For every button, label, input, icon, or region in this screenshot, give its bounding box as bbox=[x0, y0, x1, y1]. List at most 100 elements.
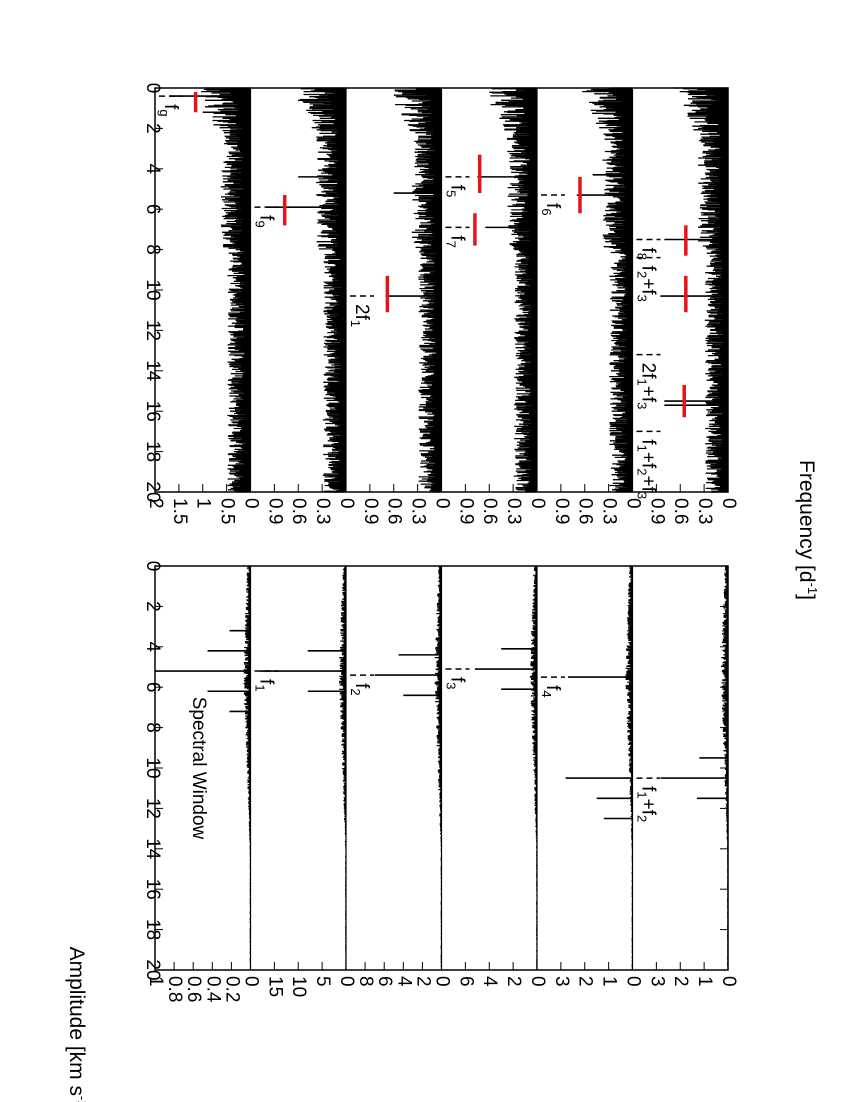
left-panel-3-label-0: f3​ bbox=[444, 677, 468, 690]
left-panel-1-ytick-label-0: 15 bbox=[264, 976, 285, 997]
left-xtick-label-7: 14 bbox=[142, 838, 163, 860]
right-panel-4-ytick-label-2: 0.3 bbox=[599, 498, 620, 524]
right-column-panels: 21.510.50fg​0.90.60.30f9​0.90.60.302f1​0… bbox=[142, 83, 739, 525]
right-panel-5-label-1: f2​+f3​ bbox=[635, 266, 659, 302]
left-panel-2-ytick-label-4: 0 bbox=[431, 976, 452, 987]
right-xtick-label-8: 16 bbox=[142, 401, 163, 422]
left-xtick-label-8: 16 bbox=[142, 879, 163, 900]
right-panel-5-label-0: f8​ bbox=[635, 248, 659, 261]
right-panel-3-ytick-label-3: 0 bbox=[527, 498, 548, 509]
left-panel-0-ytick-label-5: 0 bbox=[240, 976, 261, 987]
left-xtick-label-4: 8 bbox=[142, 722, 163, 733]
left-panel-2-ytick-label-2: 4 bbox=[393, 976, 414, 987]
left-panel-2-ytick-label-0: 8 bbox=[355, 976, 376, 987]
right-xtick-label-6: 12 bbox=[142, 320, 163, 341]
left-xtick-label-10: 20 bbox=[142, 959, 163, 980]
left-panel-3-ytick-label-2: 2 bbox=[503, 976, 524, 987]
right-xtick-label-9: 18 bbox=[142, 441, 163, 462]
right-panel-3-label-1: f7​ bbox=[444, 235, 468, 248]
left-panel-0-ytick-label-1: 0.8 bbox=[164, 976, 185, 1002]
right-panel-3-ytick-label-0: 0.9 bbox=[455, 498, 476, 524]
right-panel-0-ytick-label-2: 1 bbox=[193, 498, 214, 509]
left-xtick-label-1: 2 bbox=[142, 601, 163, 612]
left-panel-1-label-0: f1​ bbox=[253, 679, 277, 692]
left-xtick-label-9: 18 bbox=[142, 919, 163, 940]
right-xtick-label-3: 6 bbox=[142, 204, 163, 215]
right-xtick-label-1: 2 bbox=[142, 123, 163, 134]
left-panel-2-ytick-label-3: 2 bbox=[412, 976, 433, 987]
left-panel-2-ytick-label-1: 6 bbox=[374, 976, 395, 987]
right-panel-3-label-0: f5​ bbox=[444, 185, 468, 198]
right-panel-0-noise bbox=[201, 87, 251, 493]
right-panel-0-ytick-label-3: 0.5 bbox=[217, 498, 238, 524]
left-panel-4-ytick-label-3: 0 bbox=[622, 976, 643, 987]
left-panel-4-ytick-label-1: 2 bbox=[575, 976, 596, 987]
right-panel-4-noise bbox=[582, 87, 633, 493]
right-panel-5-label-3: f1​+f2​+f3​ bbox=[635, 439, 659, 499]
right-panel-4-ytick-label-1: 0.6 bbox=[575, 498, 596, 524]
right-panel-1-label-0: f9​ bbox=[253, 215, 277, 228]
left-panel-0-ytick-label-3: 0.4 bbox=[202, 976, 223, 1003]
right-panel-1-ytick-label-3: 0 bbox=[336, 498, 357, 509]
right-xtick-label-4: 8 bbox=[142, 244, 163, 255]
right-panel-2-label-0: 2f1​ bbox=[348, 304, 372, 327]
left-panel-5-ytick-label-1: 2 bbox=[670, 976, 691, 987]
right-panel-5-noise bbox=[673, 87, 728, 493]
right-xtick-label-10: 20 bbox=[142, 481, 163, 502]
right-panel-3-ytick-label-2: 0.3 bbox=[503, 498, 524, 524]
left-xtick-label-5: 10 bbox=[142, 757, 163, 778]
right-xtick-label-0: 0 bbox=[142, 83, 163, 94]
x-axis-label: Frequency [d-1] bbox=[795, 460, 820, 600]
left-xtick-label-2: 4 bbox=[142, 642, 163, 653]
left-panel-4-noise bbox=[625, 565, 633, 971]
right-panel-0-ytick-label-0: 2 bbox=[145, 498, 166, 509]
right-panel-0-ytick-label-4: 0 bbox=[240, 498, 261, 509]
left-panel-0-ytick-label-4: 0.2 bbox=[221, 976, 242, 1002]
right-panel-5-ytick-label-1: 0.6 bbox=[670, 498, 691, 524]
right-panel-5-label-2: 2f1​+f3​ bbox=[635, 363, 659, 410]
left-panel-1-ytick-label-1: 10 bbox=[288, 976, 309, 997]
left-panel-2-noise bbox=[434, 565, 442, 971]
right-panel-2-ytick-label-3: 0 bbox=[431, 498, 452, 509]
right-panel-2-noise bbox=[393, 87, 442, 493]
left-panel-5-label-0: f1​+f2​ bbox=[635, 786, 659, 822]
left-panel-1-noise bbox=[339, 565, 346, 971]
left-panel-4-ytick-label-2: 1 bbox=[599, 976, 620, 987]
right-panel-2-ytick-label-0: 0.9 bbox=[360, 498, 381, 524]
left-panel-0-noise bbox=[243, 565, 251, 971]
left-panel-4-ytick-label-0: 3 bbox=[551, 976, 572, 987]
left-xtick-label-0: 0 bbox=[142, 561, 163, 572]
right-xtick-label-7: 14 bbox=[142, 360, 163, 382]
left-panel-1-ytick-label-2: 5 bbox=[312, 976, 333, 987]
left-panel-5-ytick-label-2: 1 bbox=[694, 976, 715, 987]
right-panel-3-noise bbox=[489, 87, 537, 493]
right-panel-1-noise bbox=[297, 87, 346, 493]
right-panel-3-ytick-label-1: 0.6 bbox=[479, 498, 500, 524]
left-panel-3-ytick-label-0: 6 bbox=[455, 976, 476, 987]
left-panel-4-label-0: f4​ bbox=[539, 685, 563, 698]
left-panel-3-ytick-label-3: 0 bbox=[527, 976, 548, 987]
left-panel-1-ytick-label-3: 0 bbox=[336, 976, 357, 987]
right-panel-1-ytick-label-1: 0.6 bbox=[288, 498, 309, 524]
left-panel-0-ytick-label-0: 1 bbox=[145, 976, 166, 987]
right-panel-5-ytick-label-0: 0.9 bbox=[646, 498, 667, 524]
left-panel-0-ytick-label-2: 0.6 bbox=[183, 976, 204, 1002]
right-panel-2-ytick-label-2: 0.3 bbox=[408, 498, 429, 524]
right-panel-1-ytick-label-2: 0.3 bbox=[312, 498, 333, 524]
left-xtick-label-3: 6 bbox=[142, 682, 163, 693]
right-panel-2-ytick-label-1: 0.6 bbox=[384, 498, 405, 524]
right-panel-0-ytick-label-1: 1.5 bbox=[169, 498, 190, 524]
left-panel-5-ytick-label-0: 3 bbox=[646, 976, 667, 987]
right-panel-4-label-0: f6​ bbox=[539, 203, 563, 216]
y-axis-label: Amplitude [km s-1] bbox=[65, 947, 90, 1102]
right-panel-4-ytick-label-3: 0 bbox=[622, 498, 643, 509]
left-panel-5-ytick-label-3: 0 bbox=[718, 976, 739, 987]
right-panel-1-ytick-label-0: 0.9 bbox=[264, 498, 285, 524]
right-xtick-label-5: 10 bbox=[142, 279, 163, 300]
left-panel-title: Spectral Window bbox=[188, 697, 209, 840]
left-panel-3-ytick-label-1: 4 bbox=[479, 976, 500, 987]
right-panel-0-label-0: fg​ bbox=[157, 104, 181, 117]
right-xtick-label-2: 4 bbox=[142, 164, 163, 175]
